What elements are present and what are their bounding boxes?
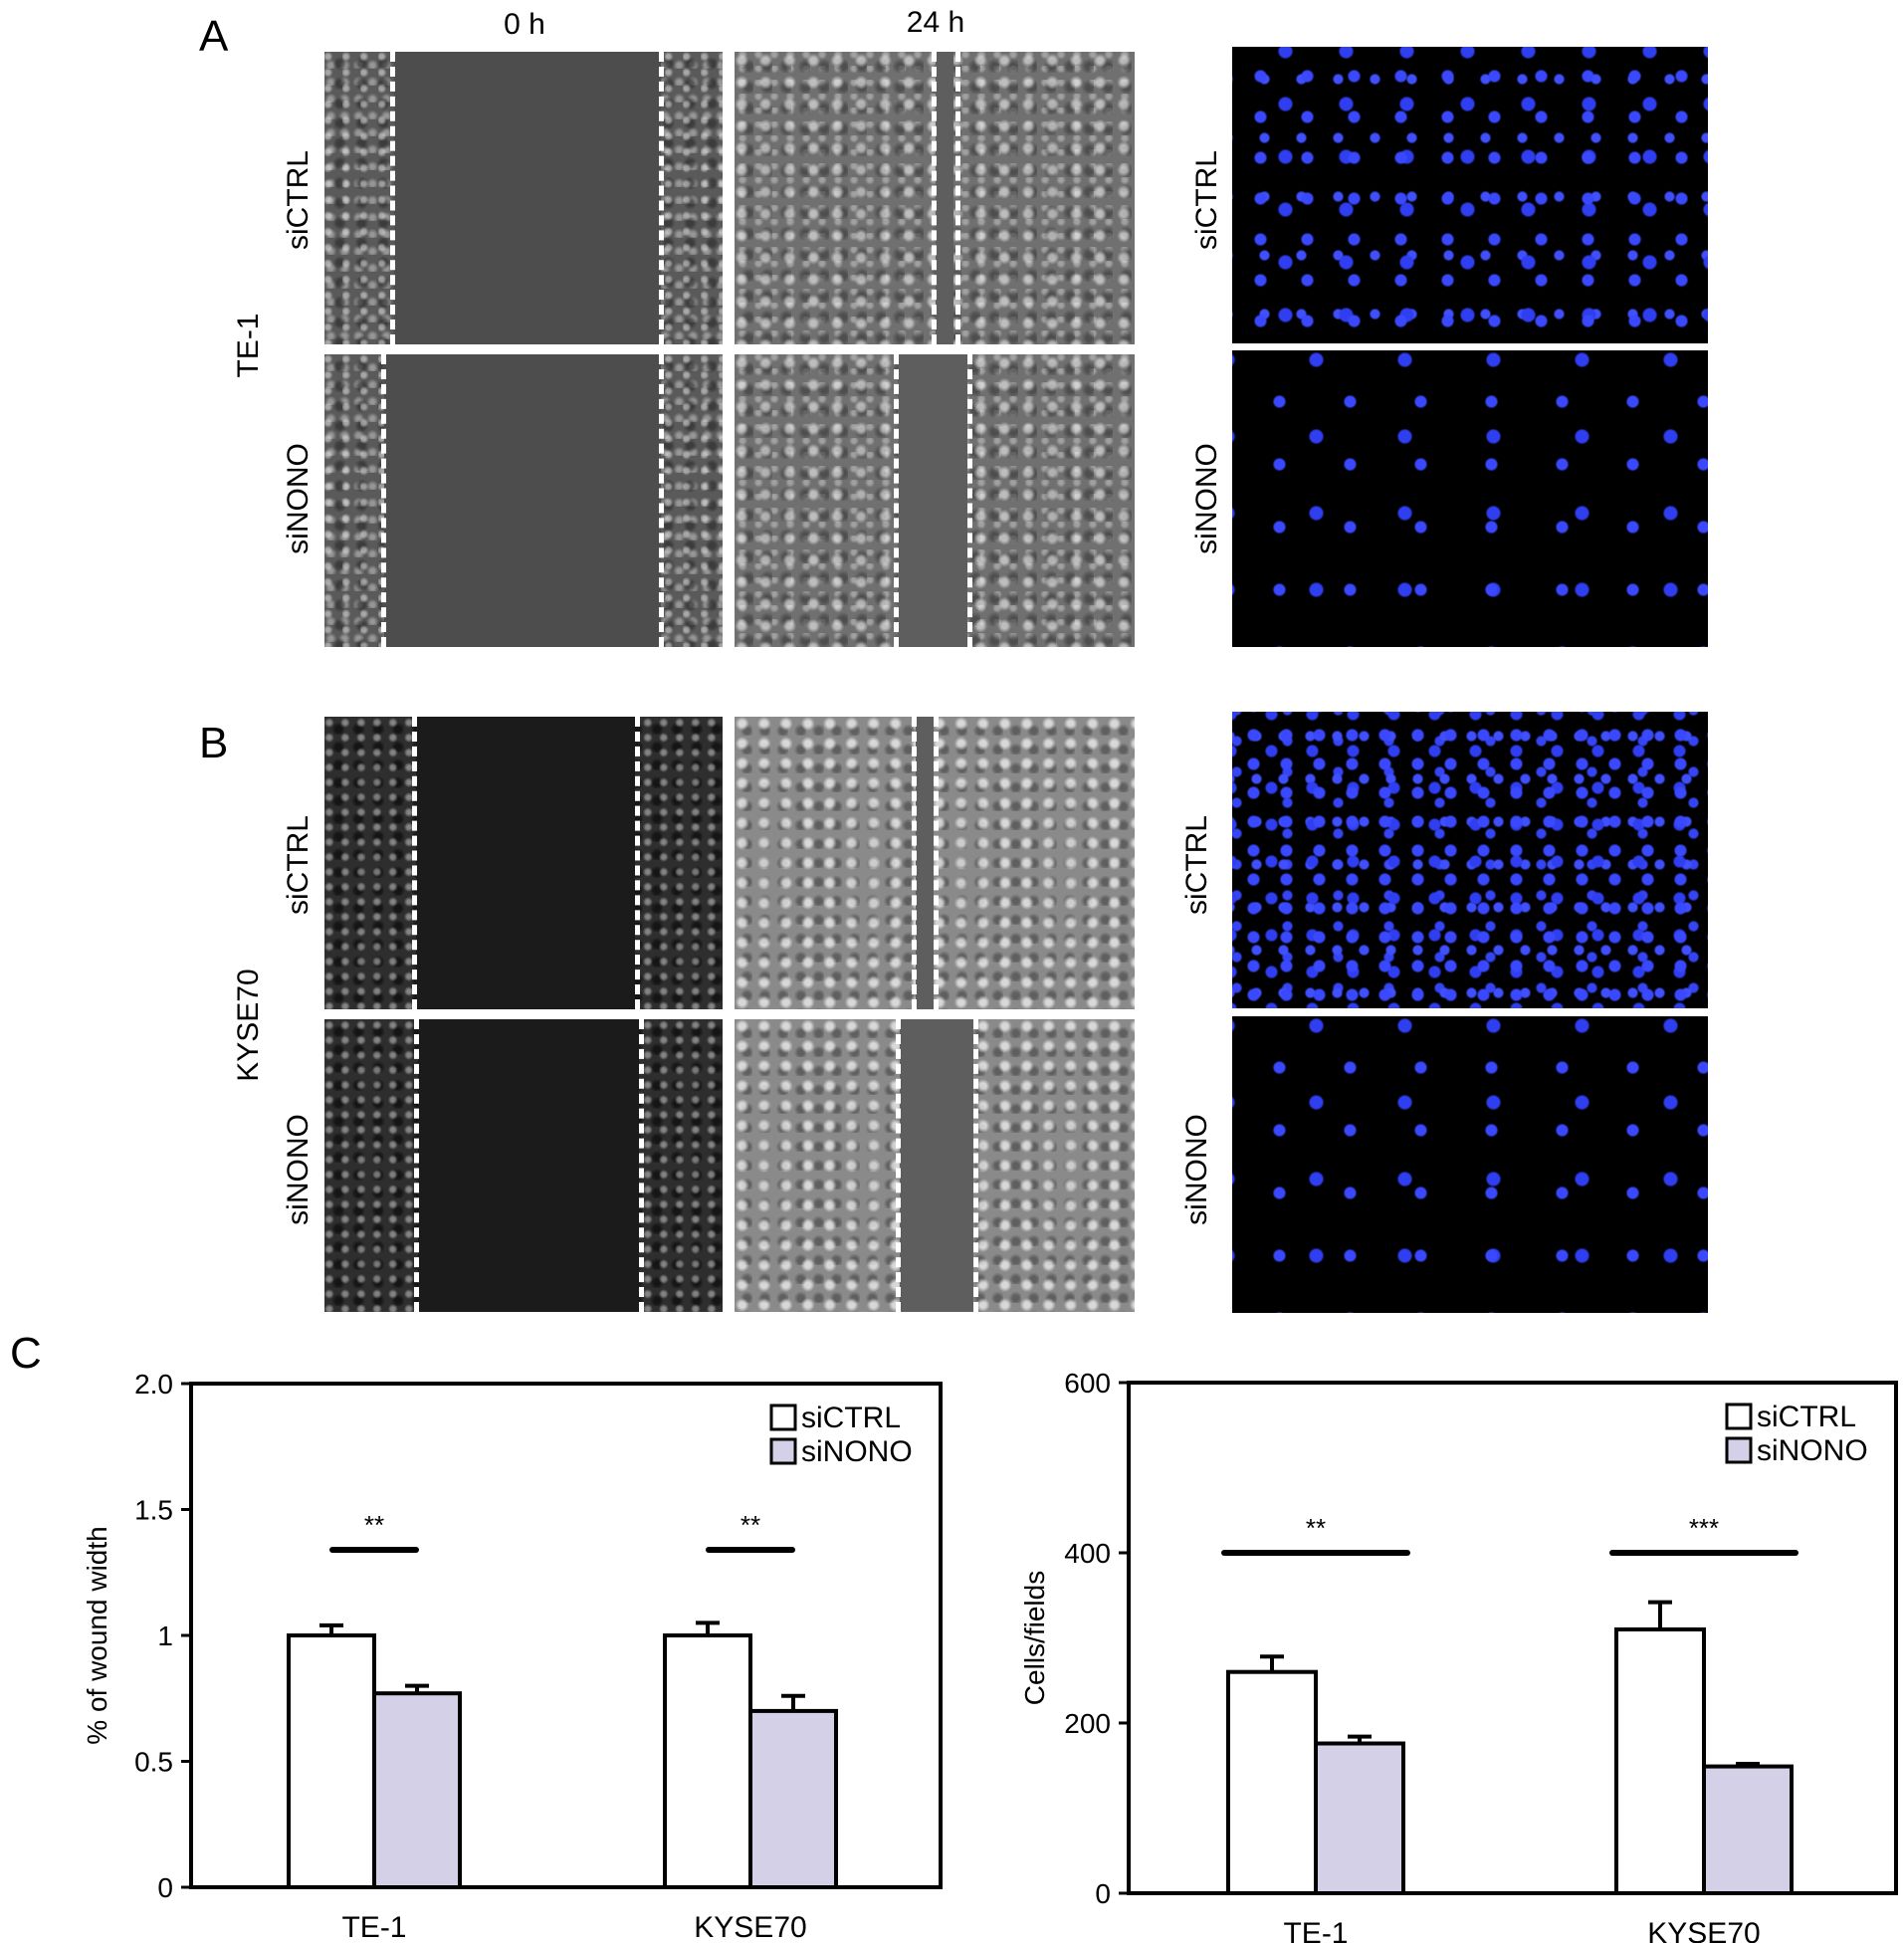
bar bbox=[1314, 1741, 1405, 1895]
row-label-a-kd-fluor: siNONO bbox=[1190, 443, 1223, 554]
panel-letter-c: C bbox=[10, 1329, 42, 1378]
fluorescence-a-ctrl bbox=[1232, 47, 1708, 343]
y-tick-label: 400 bbox=[1064, 1538, 1111, 1569]
cell-line-label-kyse70: KYSE70 bbox=[232, 969, 265, 1082]
y-axis-label: % of wound width bbox=[82, 1526, 112, 1744]
bar bbox=[663, 1633, 752, 1889]
significance-marker: ** bbox=[1306, 1513, 1326, 1543]
micrograph-b-kd-24h bbox=[735, 1019, 1135, 1312]
legend-swatch bbox=[769, 1437, 797, 1465]
micrograph-a-kd-24h bbox=[735, 354, 1135, 647]
legend-swatch bbox=[1725, 1403, 1753, 1430]
legend-swatch bbox=[1725, 1436, 1753, 1464]
row-label-a-ctrl-fluor: siCTRL bbox=[1190, 150, 1223, 251]
legend-label: siNONO bbox=[801, 1435, 913, 1468]
y-tick-label: 200 bbox=[1064, 1708, 1111, 1739]
bar bbox=[748, 1708, 838, 1889]
row-label-b-kd-fluor: siNONO bbox=[1180, 1114, 1213, 1225]
legend-label: siCTRL bbox=[801, 1402, 901, 1434]
micrograph-b-ctrl-24h bbox=[735, 717, 1135, 1009]
bar bbox=[1702, 1764, 1794, 1896]
chart-cells-per-field: 0 200 400 600 Cells/fields TE-1 ** KYSE70 *** siC… bbox=[1019, 1368, 1898, 1943]
fluorescence-b-ctrl bbox=[1232, 712, 1708, 1008]
y-tick-label: 0 bbox=[1095, 1878, 1111, 1909]
micrograph-a-kd-0h bbox=[324, 354, 723, 647]
significance-marker: ** bbox=[364, 1510, 384, 1540]
panel-letter-a: A bbox=[199, 12, 229, 61]
plot-frame bbox=[1127, 1381, 1898, 1895]
significance-marker: *** bbox=[1689, 1513, 1719, 1543]
x-tick-label: KYSE70 bbox=[694, 1911, 806, 1943]
y-tick-label: 0 bbox=[157, 1872, 173, 1903]
column-label-24h: 24 h bbox=[906, 6, 965, 39]
micrograph-b-ctrl-0h bbox=[324, 717, 723, 1009]
y-tick-label: 2.0 bbox=[134, 1369, 173, 1400]
y-tick-label: 1 bbox=[157, 1620, 173, 1651]
y-tick-label: 0.5 bbox=[134, 1747, 173, 1778]
row-label-b-ctrl: siCTRL bbox=[282, 815, 315, 916]
micrograph-b-kd-0h bbox=[324, 1019, 723, 1312]
legend-swatch bbox=[769, 1403, 797, 1431]
x-tick-label: KYSE70 bbox=[1647, 1917, 1760, 1943]
micrograph-a-ctrl-0h bbox=[324, 52, 723, 344]
y-tick-label: 600 bbox=[1064, 1368, 1111, 1399]
fluorescence-a-kd bbox=[1232, 350, 1708, 647]
x-tick-label: TE-1 bbox=[1283, 1917, 1348, 1943]
legend-label: siCTRL bbox=[1757, 1401, 1856, 1433]
y-axis-label: Cells/fields bbox=[1019, 1571, 1050, 1705]
row-label-b-ctrl-fluor: siCTRL bbox=[1180, 815, 1213, 916]
chart-wound-width: 0 0.5 1 1.5 2.0 % of wound width TE-1 ** KYSE70 *… bbox=[82, 1369, 943, 1943]
fluorescence-b-kd bbox=[1232, 1016, 1708, 1313]
bar bbox=[1226, 1669, 1318, 1896]
row-label-b-kd: siNONO bbox=[282, 1114, 315, 1225]
y-tick-label: 1.5 bbox=[134, 1495, 173, 1526]
bar bbox=[372, 1691, 462, 1889]
panel-letter-b: B bbox=[199, 719, 229, 767]
row-label-a-kd: siNONO bbox=[282, 443, 315, 554]
bar bbox=[287, 1633, 376, 1889]
micrograph-a-ctrl-24h bbox=[735, 52, 1135, 344]
bar bbox=[1614, 1626, 1706, 1895]
column-label-0h: 0 h bbox=[504, 8, 545, 41]
row-label-a-ctrl: siCTRL bbox=[282, 150, 315, 251]
significance-marker: ** bbox=[740, 1510, 760, 1540]
cell-line-label-te1: TE-1 bbox=[232, 313, 265, 378]
legend-label: siNONO bbox=[1757, 1434, 1868, 1467]
x-tick-label: TE-1 bbox=[341, 1911, 406, 1943]
